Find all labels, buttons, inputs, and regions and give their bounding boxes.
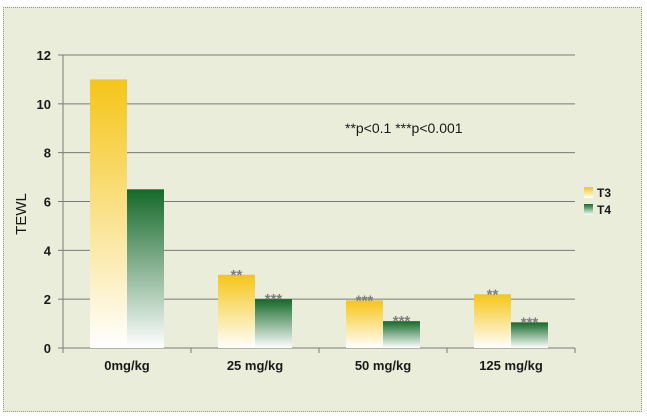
- y-tick-label: 6: [44, 195, 51, 210]
- legend-label-t4: T4: [597, 203, 611, 217]
- y-tick-label: 8: [44, 146, 51, 161]
- significance-mark: **: [231, 267, 243, 284]
- bar-t4: [511, 322, 548, 348]
- significance-mark: ***: [521, 314, 539, 331]
- significance-annotation: **p<0.1 ***p<0.001: [345, 120, 463, 136]
- y-tick-label: 0: [44, 341, 51, 356]
- x-category-label: 50 mg/kg: [355, 358, 411, 373]
- bar-t4: [255, 299, 292, 348]
- y-axis-label: TEWL: [13, 193, 30, 235]
- bar-t3: [474, 294, 511, 348]
- bars: [90, 79, 548, 349]
- bar-t3: [346, 300, 383, 348]
- x-category-label: 125 mg/kg: [479, 358, 543, 373]
- significance-mark: **: [487, 286, 499, 303]
- y-tick-label: 4: [44, 243, 52, 258]
- legend-swatch-t3: [584, 187, 593, 198]
- legend-swatch-t4: [584, 204, 593, 215]
- bar-t3: [218, 274, 255, 348]
- significance-mark: ***: [265, 291, 283, 308]
- y-tick-label: 10: [37, 97, 51, 112]
- bar-t4: [383, 321, 420, 348]
- x-category-label: 25 mg/kg: [227, 358, 283, 373]
- x-category-label: 0mg/kg: [104, 358, 150, 373]
- bar-t4: [127, 189, 164, 348]
- bar-t3: [90, 79, 127, 349]
- legend: T3 T4: [584, 186, 611, 217]
- y-tick-label: 12: [37, 48, 51, 63]
- significance-mark: ***: [393, 313, 411, 330]
- y-tick-label: 2: [44, 292, 51, 307]
- legend-label-t3: T3: [597, 186, 611, 200]
- significance-mark: ***: [356, 292, 374, 309]
